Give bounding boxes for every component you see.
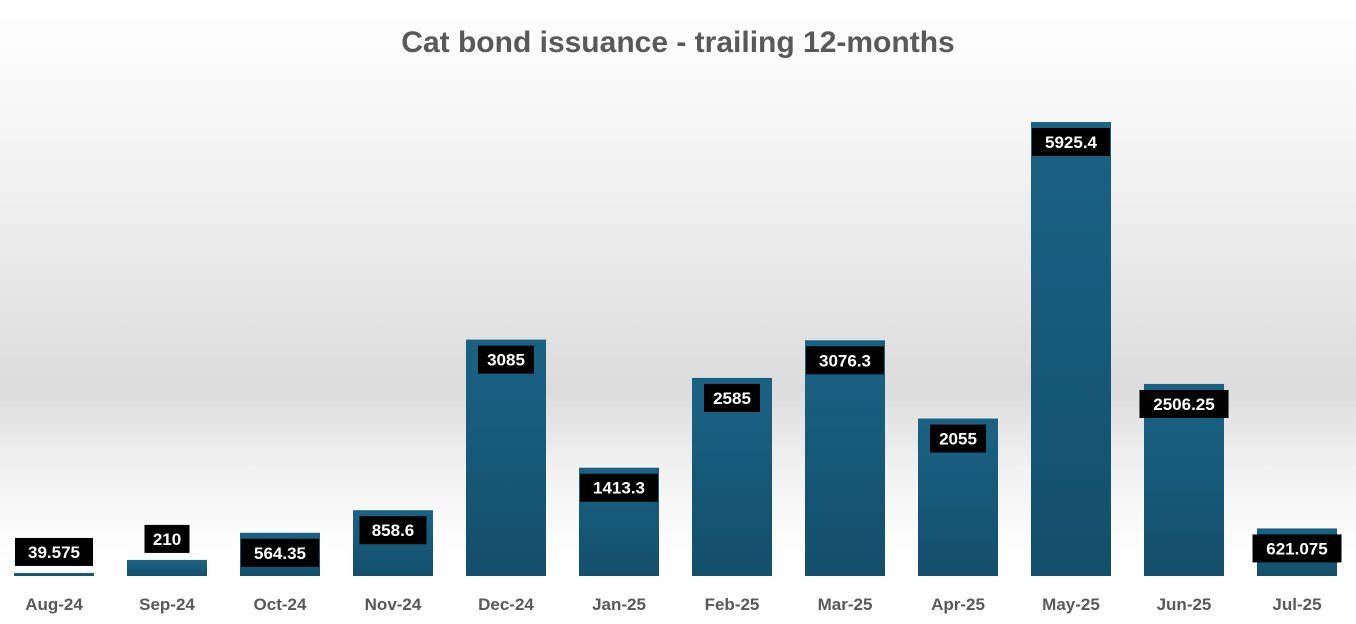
- x-tick-label: Jun-25: [1157, 595, 1212, 614]
- x-tick-label: Dec-24: [478, 595, 534, 614]
- data-label-box: [806, 346, 884, 375]
- data-label-box: [930, 424, 986, 453]
- data-label-box: [478, 345, 534, 374]
- bar-Mar-25: [805, 340, 885, 576]
- bar-May-25: [1031, 122, 1111, 576]
- bar-Dec-24: [466, 339, 546, 576]
- x-tick-label: Jul-25: [1272, 595, 1321, 614]
- x-tick-label: Nov-24: [365, 595, 422, 614]
- bar-Sep-24: [127, 559, 207, 576]
- bar-Aug-24: [14, 572, 94, 576]
- data-label-box: [241, 538, 319, 567]
- data-label-box: [704, 383, 760, 412]
- data-label-box: [1139, 389, 1229, 418]
- data-label-box: [359, 516, 427, 545]
- data-label-box: [15, 537, 93, 566]
- data-label: 5925.4: [1045, 133, 1098, 152]
- data-label: 210: [153, 530, 181, 549]
- data-label: 3085: [487, 351, 525, 370]
- x-tick-label: Apr-25: [931, 595, 985, 614]
- data-label: 2585: [713, 389, 751, 408]
- x-tick-label: Aug-24: [25, 595, 83, 614]
- data-label: 1413.3: [593, 479, 645, 498]
- data-label-box: [1252, 534, 1342, 563]
- x-tick-label: Mar-25: [818, 595, 873, 614]
- data-label: 2506.25: [1153, 395, 1214, 414]
- data-label: 858.6: [372, 521, 415, 540]
- x-tick-label: Oct-24: [254, 595, 307, 614]
- data-label-box: [1032, 128, 1110, 156]
- x-tick-label: Feb-25: [705, 595, 760, 614]
- chart-title: Cat bond issuance - trailing 12-months: [401, 26, 955, 59]
- data-label: 564.35: [254, 544, 306, 563]
- data-label: 2055: [939, 430, 977, 449]
- data-label: 621.075: [1266, 539, 1327, 558]
- data-label-box: [144, 524, 190, 553]
- data-label-box: [580, 473, 658, 502]
- x-tick-label: Jan-25: [592, 595, 646, 614]
- x-tick-label: Sep-24: [139, 595, 195, 614]
- data-label: 3076.3: [819, 351, 871, 370]
- data-label: 39.575: [28, 543, 80, 562]
- x-tick-label: May-25: [1042, 595, 1100, 614]
